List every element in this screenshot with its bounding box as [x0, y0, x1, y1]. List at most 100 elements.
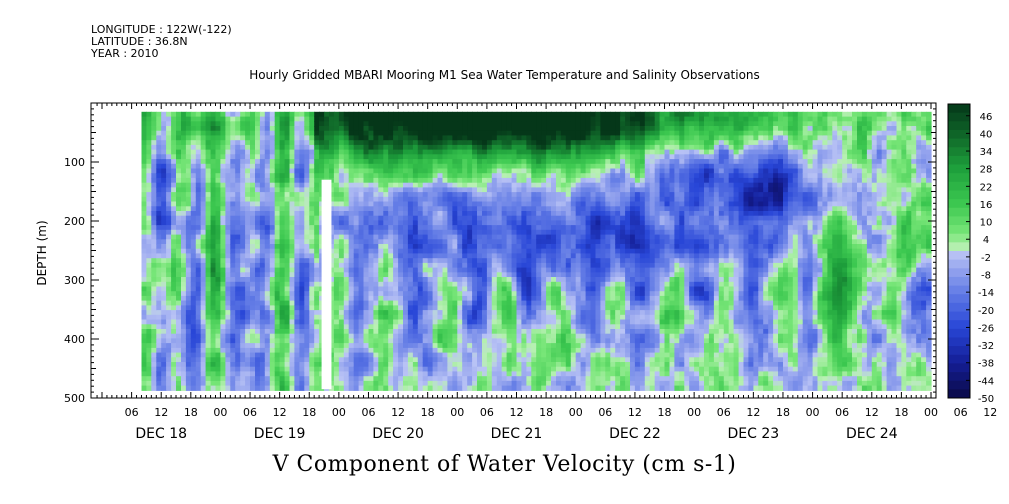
heat-cell — [151, 324, 157, 330]
heat-cell — [299, 211, 305, 217]
heat-cell — [462, 187, 468, 193]
heat-cell — [452, 244, 458, 250]
heat-cell — [329, 229, 335, 236]
heat-cell — [556, 262, 562, 269]
heat-cell — [546, 168, 552, 174]
heat-cell — [205, 286, 212, 292]
heat-cell — [284, 135, 291, 141]
heat-cell — [324, 121, 330, 127]
heat-cell — [541, 362, 547, 368]
heat-cell — [348, 163, 355, 170]
heat-cell — [521, 385, 527, 391]
heat-cell — [255, 380, 261, 387]
heat-cell — [516, 163, 522, 170]
heat-cell — [348, 352, 355, 358]
heat-cell — [506, 258, 513, 264]
heat-cell — [496, 192, 503, 198]
heat-cell — [230, 380, 236, 387]
heat-cell — [467, 244, 473, 250]
heat-cell — [255, 187, 261, 193]
heat-cell — [383, 272, 389, 278]
heat-cell — [496, 267, 503, 273]
heat-cell — [205, 324, 212, 330]
heat-cell — [200, 206, 207, 212]
heat-cell — [269, 244, 276, 250]
heat-cell — [230, 281, 236, 288]
heat-cell — [314, 319, 320, 325]
heat-cell — [457, 329, 463, 335]
heat-cell — [422, 244, 429, 250]
heat-cell — [185, 173, 192, 179]
heat-cell — [486, 319, 493, 325]
heat-cell — [407, 187, 414, 193]
heat-cell — [151, 173, 157, 179]
heat-cell — [363, 239, 369, 245]
heat-cell — [398, 366, 404, 372]
heat-cell — [245, 286, 251, 292]
heat-cell — [407, 234, 414, 240]
heat-cell — [531, 130, 537, 136]
heat-cell — [358, 187, 365, 193]
heat-cell — [526, 187, 532, 193]
heat-cell — [171, 267, 177, 273]
heat-cell — [294, 371, 300, 377]
heat-cell — [388, 380, 394, 387]
heat-cell — [343, 295, 350, 302]
heat-cell — [521, 215, 527, 221]
heat-cell — [284, 376, 291, 382]
heat-cell — [245, 362, 251, 368]
heat-cell — [255, 305, 261, 311]
heat-cell — [269, 333, 276, 339]
heat-cell — [427, 187, 434, 193]
heat-cell — [496, 352, 503, 358]
heat-cell — [363, 366, 369, 372]
heat-cell — [185, 314, 192, 321]
heat-cell — [501, 154, 508, 160]
heat-cell — [373, 324, 379, 330]
heat-cell — [274, 338, 281, 344]
heat-cell — [225, 357, 231, 363]
heat-cell — [422, 253, 429, 259]
heat-cell — [294, 329, 300, 335]
heat-cell — [220, 211, 226, 217]
heat-cell — [329, 347, 335, 354]
heat-cell — [195, 173, 202, 179]
heat-cell — [185, 380, 192, 387]
heat-cell — [220, 267, 226, 273]
heat-cell — [477, 352, 483, 358]
heat-cell — [422, 126, 429, 132]
heat-cell — [215, 371, 221, 377]
heat-cell — [343, 211, 350, 217]
heat-cell — [255, 126, 261, 132]
heat-cell — [462, 121, 468, 127]
heat-cell — [383, 310, 389, 316]
heat-cell — [141, 333, 147, 339]
heat-cell — [264, 121, 271, 127]
heat-cell — [506, 187, 513, 193]
heat-cell — [526, 135, 532, 141]
heat-cell — [299, 385, 305, 391]
heat-cell — [250, 201, 256, 207]
heat-cell — [319, 149, 325, 155]
heat-cell — [393, 362, 399, 368]
heat-cell — [176, 239, 182, 245]
heat-cell — [235, 154, 241, 160]
heat-cell — [225, 182, 231, 188]
heat-cell — [166, 144, 172, 151]
heat-cell — [314, 239, 320, 245]
heat-cell — [541, 187, 547, 193]
heat-cell — [452, 366, 458, 372]
heat-cell — [304, 116, 310, 122]
heat-cell — [200, 300, 207, 306]
heat-cell — [501, 277, 508, 283]
heat-cell — [309, 253, 315, 259]
heat-cell — [230, 366, 236, 372]
heat-cell — [235, 140, 241, 146]
heat-cell — [190, 225, 197, 231]
heat-cell — [264, 192, 271, 198]
heat-cell — [329, 319, 335, 325]
heat-cell — [531, 163, 537, 170]
heat-cell — [141, 206, 147, 212]
heat-cell — [412, 357, 419, 363]
heat-cell — [536, 333, 542, 339]
